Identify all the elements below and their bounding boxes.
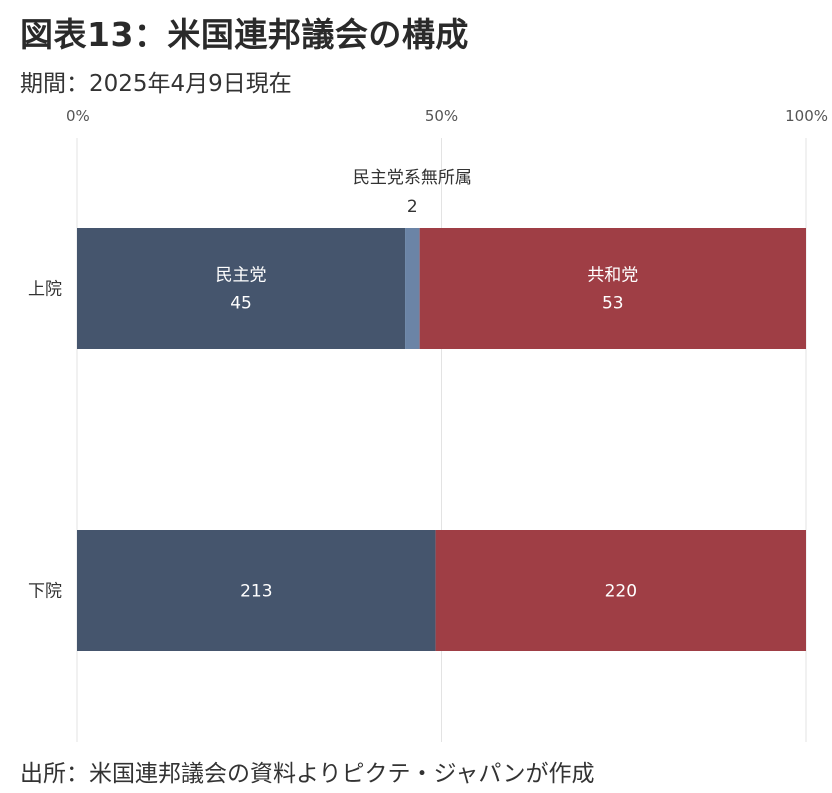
category-label: 下院: [28, 582, 62, 602]
x-tick-label: 100%: [785, 107, 828, 125]
bar-segment: [77, 530, 436, 651]
data-label: 2: [407, 197, 418, 217]
x-tick-label: 0%: [66, 107, 90, 125]
data-label: 共和党: [587, 266, 638, 286]
data-label: 213: [240, 582, 272, 602]
chart-title: 図表13：米国連邦議会の構成: [20, 15, 469, 54]
category-label: 上院: [28, 280, 62, 300]
x-tick-label: 50%: [425, 107, 458, 125]
bar-segment: [419, 228, 806, 349]
data-label: 53: [602, 294, 624, 314]
bar-segment: [77, 228, 406, 349]
chart-subtitle: 期間：2025年4月9日現在: [20, 71, 292, 97]
bar-segment: [435, 530, 806, 651]
chart-source: 出所：米国連邦議会の資料よりピクテ・ジャパンが作成: [20, 761, 595, 787]
data-label: 民主党: [216, 266, 267, 286]
data-label: 民主党系無所属: [353, 168, 472, 188]
data-label: 220: [605, 582, 637, 602]
bar-segment: [405, 228, 420, 349]
data-label: 45: [230, 294, 252, 314]
